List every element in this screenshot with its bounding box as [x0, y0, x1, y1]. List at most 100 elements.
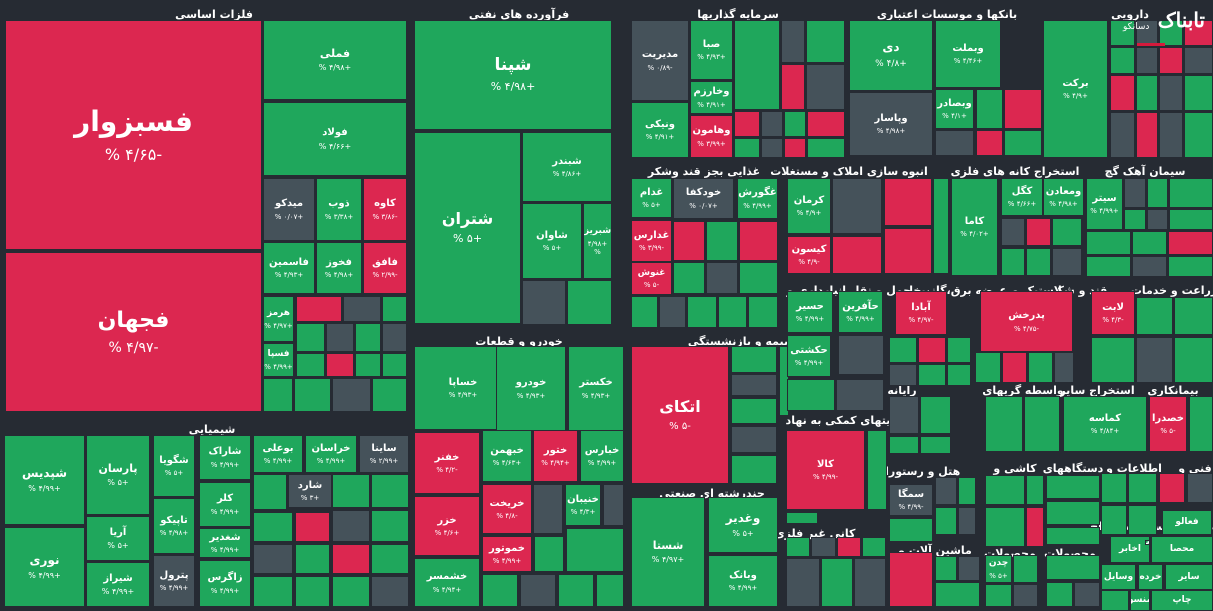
stock-tile[interactable]: مدیریت -۰/۸۹ % [631, 20, 689, 101]
stock-tile-small[interactable] [784, 111, 806, 137]
stock-tile[interactable]: خراسان +۴/۹۹ % [305, 435, 357, 473]
stock-tile-small[interactable] [806, 64, 845, 110]
stock-tile[interactable]: فخوز +۴/۹۸ % [316, 242, 362, 294]
stock-tile[interactable]: شیراز +۴/۹۹ % [86, 562, 150, 607]
stock-tile[interactable]: خرده [1138, 564, 1163, 590]
stock-tile-small[interactable] [1136, 47, 1158, 74]
stock-tile-small[interactable] [884, 228, 932, 274]
stock-tile-small[interactable] [295, 512, 330, 542]
stock-tile[interactable]: وبملت +۴/۴۶ % [935, 20, 1001, 88]
stock-tile-small[interactable] [1046, 582, 1073, 607]
stock-tile-small[interactable] [1101, 590, 1129, 611]
stock-tile-small[interactable] [1147, 178, 1168, 208]
stock-tile-small[interactable] [687, 296, 717, 328]
stock-tile[interactable]: وبانک +۴/۹۹ % [708, 555, 778, 607]
stock-tile-small[interactable] [1184, 112, 1213, 158]
stock-tile[interactable]: شغدیر +۴/۹۹ % [199, 528, 251, 558]
stock-tile-small[interactable] [889, 436, 919, 454]
stock-tile[interactable]: کگل +۴/۶۶ % [1001, 178, 1043, 216]
stock-tile[interactable]: کماسه +۴/۸۴ % [1063, 396, 1147, 452]
stock-tile-small[interactable] [889, 552, 933, 607]
stock-tile-small[interactable] [1052, 248, 1082, 276]
stock-tile-small[interactable] [1136, 75, 1158, 111]
stock-tile[interactable]: کیسون -۴/۹ % [787, 236, 831, 274]
stock-tile[interactable]: نوری +۴/۹۹ % [4, 527, 85, 607]
stock-tile-small[interactable] [920, 396, 951, 434]
stock-tile-small[interactable] [296, 296, 342, 322]
stock-tile-small[interactable] [731, 398, 777, 424]
stock-tile-small[interactable] [958, 556, 980, 581]
stock-tile[interactable]: کاوه -۳/۸۶ % [363, 178, 407, 241]
stock-tile-small[interactable] [673, 262, 705, 294]
stock-tile-small[interactable] [1004, 130, 1042, 156]
stock-tile-small[interactable] [295, 544, 330, 574]
stock-tile-small[interactable] [811, 537, 836, 557]
stock-tile-small[interactable] [786, 512, 818, 524]
stock-tile-small[interactable] [731, 374, 777, 396]
stock-tile-small[interactable] [522, 280, 566, 325]
stock-tile[interactable]: خبهمن +۴/۶۳ % [482, 430, 532, 482]
stock-tile-small[interactable] [731, 455, 777, 484]
stock-tile-small[interactable] [1184, 20, 1213, 46]
stock-tile[interactable]: حآفرین +۴/۹۹ % [838, 291, 883, 333]
stock-tile-small[interactable] [786, 558, 820, 607]
stock-tile-small[interactable] [985, 396, 1023, 452]
stock-tile-small[interactable] [1110, 112, 1135, 158]
stock-tile[interactable]: خموتور +۴/۹۹ % [482, 536, 532, 572]
stock-tile-small[interactable] [382, 296, 407, 322]
stock-tile-small[interactable] [947, 337, 971, 363]
stock-tile[interactable]: شبریز +۴/۹۸ % [583, 203, 612, 279]
stock-tile[interactable]: وغدیر +۵ % [708, 497, 778, 553]
stock-tile-small[interactable] [1024, 396, 1060, 452]
stock-tile-small[interactable] [761, 138, 783, 158]
stock-tile-small[interactable] [1086, 231, 1131, 255]
stock-tile[interactable]: شارد +۳ % [288, 474, 332, 508]
stock-tile[interactable]: وبصادر +۴/۱ % [935, 89, 974, 129]
stock-tile-small[interactable] [295, 576, 330, 607]
stock-tile[interactable]: شپدیس +۴/۹۹ % [4, 435, 85, 525]
stock-tile[interactable]: چاپ [1151, 590, 1213, 611]
stock-tile-small[interactable] [739, 262, 778, 294]
stock-tile-small[interactable] [889, 364, 917, 386]
stock-tile-small[interactable] [253, 544, 293, 574]
stock-tile-small[interactable] [1159, 20, 1183, 46]
stock-tile[interactable]: وسایل [1101, 564, 1136, 590]
stock-tile[interactable]: ومعادن +۴/۹۸ % [1043, 178, 1084, 216]
stock-tile-small[interactable] [806, 20, 845, 63]
stock-tile-small[interactable] [332, 544, 370, 574]
stock-tile-small[interactable] [718, 296, 747, 328]
stock-tile[interactable]: اسنخ [1145, 540, 1150, 545]
stock-tile[interactable]: خریخت -۴/۸ % [482, 484, 532, 534]
stock-tile[interactable]: غنوش -۵ % [631, 262, 672, 295]
stock-tile-small[interactable] [1026, 475, 1044, 505]
stock-tile[interactable]: پارسان +۵ % [86, 435, 150, 515]
stock-tile-small[interactable] [786, 537, 810, 557]
stock-tile-small[interactable] [832, 236, 882, 274]
stock-tile[interactable]: وخارزم +۴/۹۱ % [690, 81, 733, 114]
stock-tile-small[interactable] [958, 507, 976, 535]
stock-tile-small[interactable] [1110, 20, 1135, 46]
stock-tile[interactable]: فولاد +۴/۶۶ % [263, 102, 407, 176]
stock-tile-small[interactable] [1026, 218, 1051, 246]
stock-tile-small[interactable] [1189, 396, 1213, 452]
stock-tile-small[interactable] [371, 510, 409, 542]
stock-tile-small[interactable] [1054, 352, 1074, 383]
stock-tile-small[interactable] [734, 20, 780, 110]
stock-tile-small[interactable] [985, 475, 1025, 505]
stock-tile[interactable]: خساپا +۴/۹۳ % [414, 346, 512, 430]
stock-tile-small[interactable] [1128, 505, 1157, 535]
stock-tile[interactable]: شاراک +۴/۹۹ % [199, 435, 251, 480]
stock-tile-small[interactable] [821, 558, 853, 607]
stock-tile[interactable]: دی +۴/۸ % [849, 20, 933, 91]
stock-tile-small[interactable] [807, 111, 845, 137]
stock-tile-small[interactable] [731, 346, 777, 373]
stock-tile-small[interactable] [534, 536, 564, 572]
stock-tile[interactable]: خفنر -۴/۲ % [414, 432, 480, 494]
stock-tile-small[interactable] [935, 130, 974, 156]
stock-tile-small[interactable] [1052, 218, 1082, 246]
stock-tile[interactable]: فافق -۲/۹۹ % [363, 242, 407, 294]
stock-tile-small[interactable] [935, 556, 957, 581]
stock-tile[interactable]: اتکای -۵ % [631, 346, 729, 484]
stock-tile-small[interactable] [371, 544, 409, 574]
stock-tile-small[interactable] [958, 477, 976, 505]
